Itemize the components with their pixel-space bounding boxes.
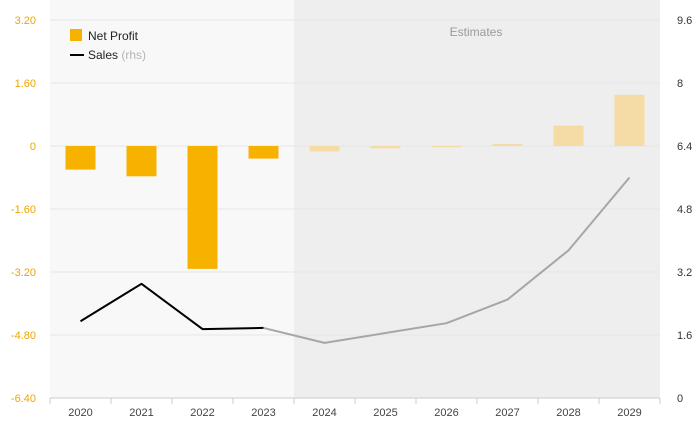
bar-net-profit-2021 (126, 146, 157, 177)
x-tick-label: 2024 (312, 407, 336, 419)
legend-net-profit-label: Net Profit (88, 29, 139, 43)
legend-sales-suffix: (rhs) (121, 48, 146, 62)
left-tick-label: -3.20 (11, 267, 36, 279)
legend-sales-label: Sales (rhs) (88, 48, 146, 62)
x-tick-label: 2026 (434, 407, 458, 419)
x-tick-label: 2028 (556, 407, 580, 419)
right-tick-label: 1.6 (677, 330, 692, 342)
bar-net-profit-2027 (492, 144, 523, 146)
left-tick-label: 1.60 (15, 78, 36, 90)
left-tick-label: -6.40 (11, 393, 36, 405)
right-tick-label: 4.8 (677, 204, 692, 216)
bar-net-profit-2024 (309, 146, 340, 152)
x-tick-label: 2027 (495, 407, 519, 419)
legend-sales-text: Sales (88, 48, 118, 62)
x-tick-label: 2020 (68, 407, 92, 419)
x-tick-label: 2021 (129, 407, 153, 419)
bar-net-profit-2026 (431, 146, 462, 148)
x-tick-label: 2023 (251, 407, 275, 419)
legend-net-profit-swatch (70, 29, 82, 41)
right-tick-label: 6.4 (677, 141, 692, 153)
bar-net-profit-2025 (370, 146, 401, 149)
right-tick-label: 9.6 (677, 15, 692, 27)
left-tick-label: 0 (30, 141, 36, 153)
right-tick-label: 3.2 (677, 267, 692, 279)
x-tick-label: 2029 (617, 407, 641, 419)
x-tick-label: 2022 (190, 407, 214, 419)
right-tick-label: 0 (677, 393, 683, 405)
bar-net-profit-2028 (553, 125, 584, 146)
estimates-region (294, 0, 660, 398)
line-sales-estimate (263, 176, 631, 344)
left-tick-label: -4.80 (11, 330, 36, 342)
left-tick-label: 3.20 (15, 15, 36, 27)
bar-net-profit-2023 (248, 146, 279, 159)
bar-net-profit-2029 (614, 94, 645, 146)
right-tick-label: 8 (677, 78, 683, 90)
line-sales-actual (79, 282, 264, 331)
left-tick-label: -1.60 (11, 204, 36, 216)
x-tick-label: 2025 (373, 407, 397, 419)
bar-net-profit-2020 (65, 146, 96, 170)
bar-net-profit-2022 (187, 146, 218, 269)
estimates-label: Estimates (450, 25, 503, 39)
